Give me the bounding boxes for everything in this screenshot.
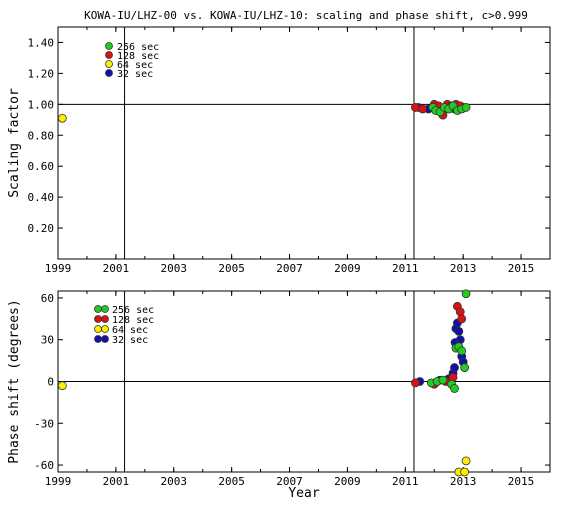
plot-frame bbox=[57, 26, 551, 260]
x-tick-label: 2013 bbox=[450, 262, 477, 275]
data-point-64-sec bbox=[460, 467, 470, 477]
y-axis-title: Scaling factor bbox=[7, 88, 22, 198]
data-point-32-sec bbox=[454, 326, 464, 336]
x-tick-label: 2009 bbox=[334, 475, 361, 488]
data-point-64-sec bbox=[57, 113, 67, 123]
legend-marker bbox=[101, 335, 109, 343]
data-point-64-sec bbox=[461, 456, 471, 466]
data-point-128-sec bbox=[411, 103, 420, 112]
x-tick-label: 2011 bbox=[392, 475, 419, 488]
x-tick-label: 2015 bbox=[508, 262, 535, 275]
data-point-32-sec bbox=[450, 363, 459, 372]
data-point-256-sec bbox=[450, 384, 459, 393]
legend-label: 32 sec bbox=[117, 69, 153, 80]
legend-marker bbox=[105, 60, 113, 68]
x-tick-label: 2003 bbox=[161, 262, 188, 275]
data-point-256-sec bbox=[461, 103, 471, 112]
data-point-64-sec bbox=[57, 381, 67, 391]
y-tick-label: 30 bbox=[41, 334, 54, 347]
x-tick-label: 2001 bbox=[103, 262, 130, 275]
legend-marker bbox=[101, 315, 109, 323]
y-tick-label: 1.00 bbox=[28, 98, 55, 111]
y-tick-label: 0 bbox=[47, 376, 54, 389]
data-point-256-sec bbox=[461, 289, 471, 299]
legend-marker bbox=[94, 335, 102, 343]
x-tick-label: 2009 bbox=[334, 262, 361, 275]
y-tick-label: -30 bbox=[34, 417, 54, 430]
legend-marker bbox=[94, 325, 102, 333]
x-tick-label: 1999 bbox=[45, 475, 72, 488]
y-tick-label: 0.20 bbox=[28, 222, 55, 235]
y-tick-label: 60 bbox=[41, 292, 54, 305]
y-tick-label: 0.40 bbox=[28, 191, 55, 204]
data-point-256-sec bbox=[438, 375, 448, 385]
data-point-128-sec bbox=[411, 378, 420, 388]
legend-marker bbox=[101, 325, 109, 333]
x-tick-label: 2015 bbox=[508, 475, 535, 488]
x-tick-label: 2013 bbox=[450, 475, 477, 488]
legend-marker bbox=[105, 42, 113, 50]
x-tick-label: 1999 bbox=[45, 262, 72, 275]
scaling-factor-panel: 1999 2001 2003 2005 2007 2009 2011 2013 2015 0.20… bbox=[7, 26, 551, 275]
legend-label: 256 sec bbox=[112, 305, 154, 316]
x-tick-label: 2005 bbox=[218, 475, 245, 488]
legend-label: 128 sec bbox=[117, 51, 159, 62]
y-tick-label: 1.40 bbox=[28, 36, 55, 49]
y-tick-label: -60 bbox=[34, 459, 54, 472]
legend-label: 64 sec bbox=[117, 60, 153, 71]
legend-marker bbox=[94, 305, 102, 313]
legend-label: 64 sec bbox=[112, 325, 148, 336]
data-point-128-sec bbox=[457, 314, 467, 324]
legend-marker bbox=[105, 51, 113, 59]
phase-shift-panel: 1999 2001 2003 2005 2007 2009 2011 2013 2015 -60 -… bbox=[7, 289, 551, 501]
x-tick-label: 2001 bbox=[103, 475, 130, 488]
y-tick-label: 0.80 bbox=[28, 129, 55, 142]
legend-marker bbox=[94, 315, 102, 323]
legend-label: 128 sec bbox=[112, 315, 154, 326]
y-tick-label: 0.60 bbox=[28, 160, 55, 173]
x-tick-label: 2005 bbox=[218, 262, 245, 275]
data-point-256-sec bbox=[460, 363, 470, 372]
x-axis-title: Year bbox=[288, 486, 319, 501]
x-tick-label: 2003 bbox=[161, 475, 188, 488]
y-axis-title: Phase shift (degrees) bbox=[7, 299, 22, 463]
data-point-256-sec bbox=[457, 346, 467, 356]
legend-marker bbox=[105, 69, 113, 77]
x-tick-label: 2011 bbox=[392, 262, 419, 275]
x-tick-label: 2007 bbox=[276, 475, 303, 488]
y-tick-label: 1.20 bbox=[28, 67, 55, 80]
legend-label: 256 sec bbox=[117, 42, 159, 53]
legend-label: 32 sec bbox=[112, 335, 148, 346]
legend-marker bbox=[101, 305, 109, 313]
x-tick-label: 2007 bbox=[276, 262, 303, 275]
figure-title: KOWA-IU/LHZ-00 vs. KOWA-IU/LHZ-10: scali… bbox=[84, 9, 528, 22]
data-point-128-sec bbox=[418, 104, 428, 114]
